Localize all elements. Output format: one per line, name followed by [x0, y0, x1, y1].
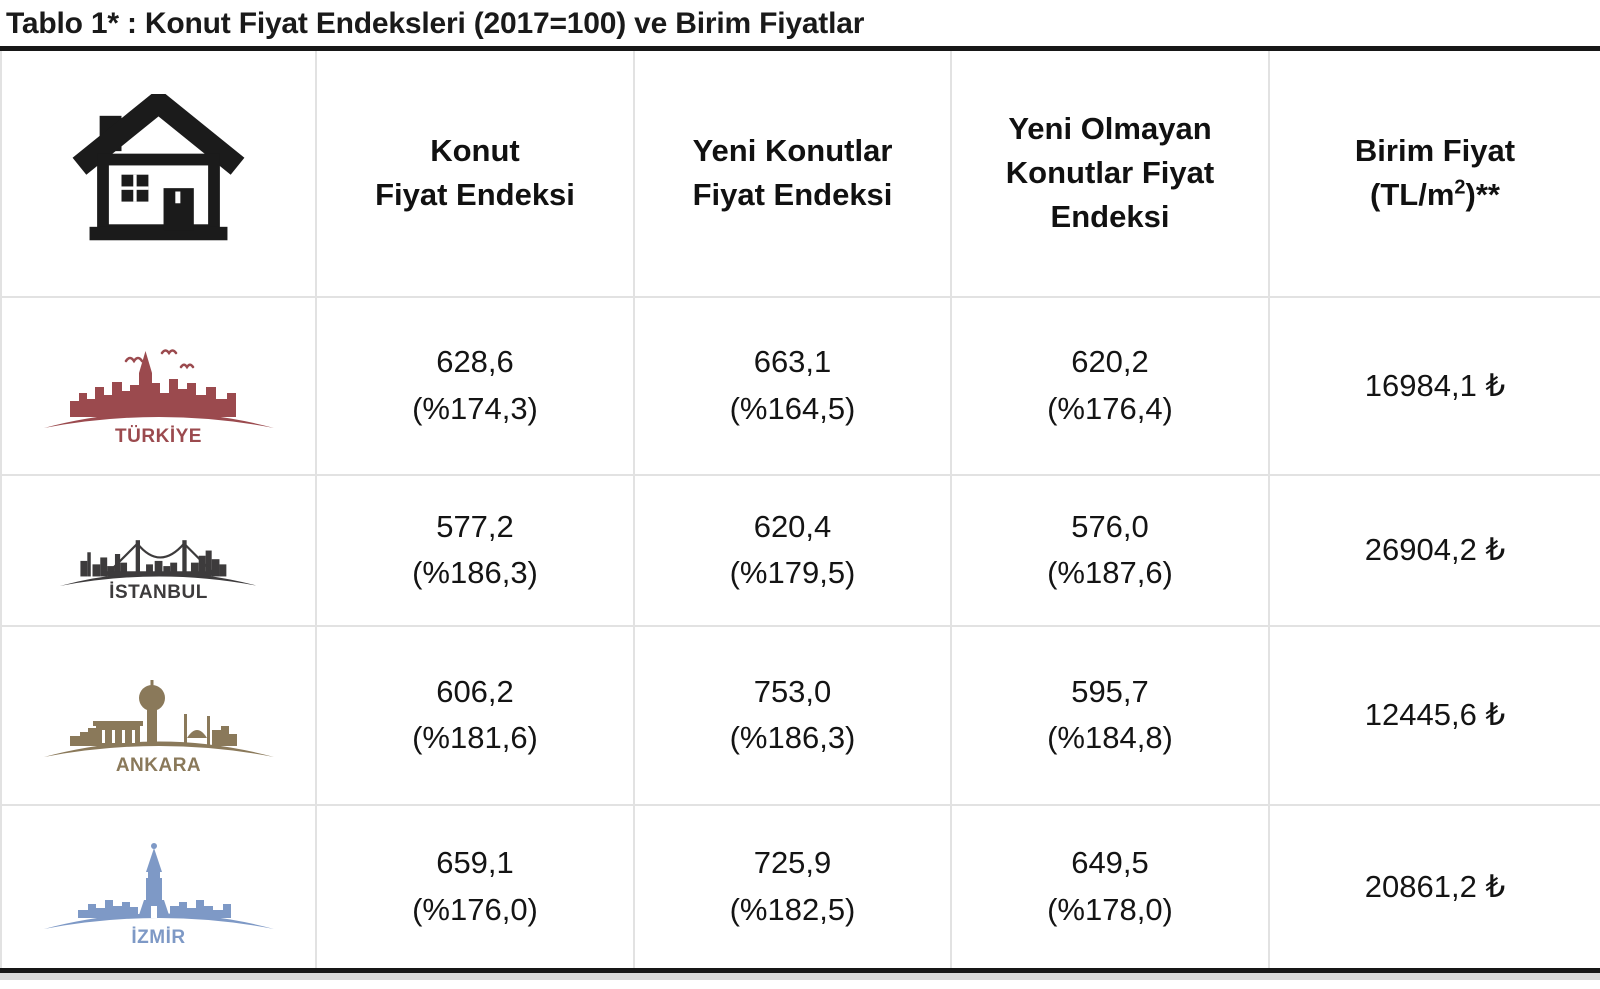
index-value: 725,9 [753, 845, 832, 881]
city-label: İSTANBUL [109, 581, 208, 603]
index-value: 649,5 [1071, 845, 1149, 881]
index-change: (%176,4) [1047, 390, 1173, 426]
cell-turkiye-yeni-konutlar: 663,1 (%164,5) [633, 295, 952, 476]
table-row-ankara: ANKARA 606,2 (%181,6) 753,0 (%186,3) 595… [0, 624, 1600, 806]
istanbul-skyline-icon [59, 539, 258, 586]
index-value: 577,2 [436, 508, 514, 544]
index-change: (%179,5) [729, 555, 856, 590]
index-value: 595,7 [1071, 673, 1149, 709]
index-value: 628,6 [436, 344, 514, 379]
housing-price-index-table: Konut Fiyat Endeksi Yeni Konutlar Fiyat … [0, 46, 1600, 973]
region-cell-izmir: İZMİR [0, 803, 317, 972]
ankara-skyline-icon [43, 680, 274, 757]
cell-ankara-birim-fiyat: 12445,6 ₺ [1268, 624, 1600, 806]
index-change: (%181,6) [412, 720, 538, 755]
cell-ankara-yeni-olmayan: 595,7 (%184,8) [950, 624, 1270, 806]
region-cell-ankara: ANKARA [0, 624, 317, 806]
cell-istanbul-birim-fiyat: 26904,2 ₺ [1268, 473, 1600, 627]
bottom-strip [0, 973, 1600, 980]
cell-istanbul-konut-endeksi: 577,2 (%186,3) [315, 473, 635, 627]
cell-istanbul-yeni-olmayan: 576,0 (%187,6) [950, 473, 1270, 627]
column-header-yeni-olmayan: Yeni Olmayan Konutlar Fiyat Endeksi [950, 47, 1270, 298]
cell-turkiye-birim-fiyat: 16984,1 ₺ [1268, 295, 1600, 476]
city-label: TÜRKİYE [115, 425, 202, 447]
region-cell-istanbul: İSTANBUL [0, 473, 317, 627]
index-value: 620,4 [753, 508, 832, 544]
index-value: 753,0 [753, 673, 832, 709]
house-icon [72, 94, 245, 241]
izmir-skyline-icon [43, 842, 274, 929]
cell-ankara-yeni-konutlar: 753,0 (%186,3) [633, 624, 952, 806]
cell-izmir-yeni-konutlar: 725,9 (%182,5) [633, 803, 952, 972]
column-header-yeni-konutlar: Yeni Konutlar Fiyat Endeksi [633, 47, 952, 298]
header-row: Konut Fiyat Endeksi Yeni Konutlar Fiyat … [0, 47, 1600, 298]
table-row-turkiye: TÜRKİYE 628,6 (%174,3) 663,1 (%164,5) 62… [0, 295, 1600, 476]
index-value: 576,0 [1071, 508, 1149, 544]
index-change: (%182,5) [729, 891, 856, 927]
cell-izmir-yeni-olmayan: 649,5 (%178,0) [950, 803, 1270, 972]
index-change: (%164,5) [729, 390, 856, 426]
table-row-istanbul: İSTANBUL 577,2 (%186,3) 620,4 (%179,5) 5… [0, 473, 1600, 627]
city-label: ANKARA [115, 755, 202, 776]
table-row-izmir: İZMİR 659,1 (%176,0) 725,9 (%182,5) 649,… [0, 803, 1600, 972]
index-change: (%174,3) [412, 390, 538, 426]
turkiye-skyline-icon [43, 348, 274, 428]
index-change: (%178,0) [1047, 891, 1173, 927]
index-value: 620,2 [1071, 344, 1149, 379]
index-change: (%186,3) [412, 555, 538, 590]
index-change: (%176,0) [412, 891, 538, 927]
corner-cell [0, 47, 317, 298]
index-change: (%184,8) [1047, 720, 1173, 755]
column-header-konut-fiyat-endeksi: Konut Fiyat Endeksi [315, 47, 635, 298]
cell-ankara-konut-endeksi: 606,2 (%181,6) [315, 624, 635, 806]
cell-izmir-birim-fiyat: 20861,2 ₺ [1268, 803, 1600, 972]
index-change: (%187,6) [1047, 555, 1173, 590]
column-header-birim-fiyat: Birim Fiyat (TL/m2)** [1268, 47, 1600, 298]
page-title: Tablo 1* : Konut Fiyat Endeksleri (2017=… [6, 7, 865, 40]
index-value: 606,2 [436, 673, 514, 709]
region-cell-turkiye: TÜRKİYE [0, 295, 317, 476]
cell-izmir-konut-endeksi: 659,1 (%176,0) [315, 803, 635, 972]
index-change: (%186,3) [729, 720, 856, 755]
cell-turkiye-konut-endeksi: 628,6 (%174,3) [315, 295, 635, 476]
index-value: 663,1 [753, 344, 832, 379]
city-label: İZMİR [131, 926, 186, 948]
cell-turkiye-yeni-olmayan: 620,2 (%176,4) [950, 295, 1270, 476]
index-value: 659,1 [436, 845, 514, 881]
cell-istanbul-yeni-konutlar: 620,4 (%179,5) [633, 473, 952, 627]
